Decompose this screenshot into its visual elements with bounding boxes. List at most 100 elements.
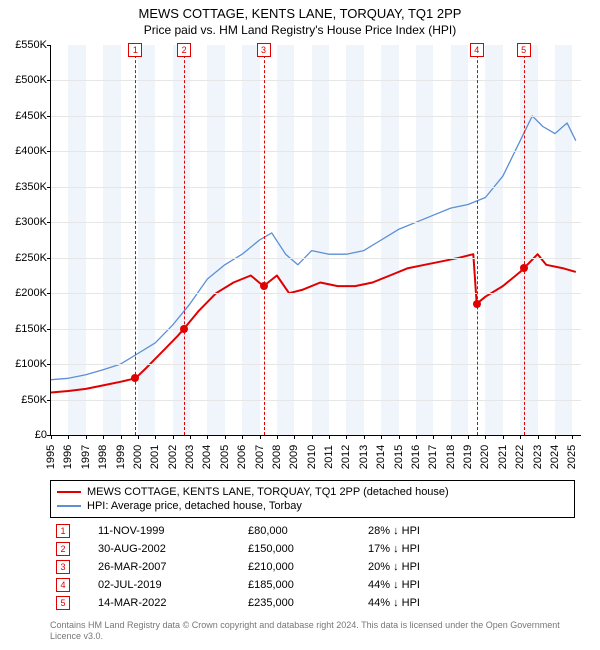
y-axis-label: £0 — [3, 429, 47, 441]
table-date: 26-MAR-2007 — [98, 561, 248, 573]
table-date: 11-NOV-1999 — [98, 525, 248, 537]
x-tick — [468, 435, 469, 439]
x-tick — [260, 435, 261, 439]
x-axis-label: 2006 — [236, 445, 248, 469]
h-gridline — [51, 400, 581, 401]
y-tick — [47, 329, 51, 330]
x-axis-label: 2013 — [358, 445, 370, 469]
x-tick — [485, 435, 486, 439]
event-dot — [180, 325, 188, 333]
event-marker-line — [184, 45, 185, 435]
h-gridline — [51, 116, 581, 117]
chart-lines-svg — [51, 45, 581, 435]
legend-label: HPI: Average price, detached house, Torb… — [87, 500, 302, 512]
x-tick — [381, 435, 382, 439]
y-tick — [47, 293, 51, 294]
x-tick — [103, 435, 104, 439]
x-axis-label: 2016 — [410, 445, 422, 469]
x-tick — [86, 435, 87, 439]
x-axis-label: 2024 — [549, 445, 561, 469]
y-axis-label: £400K — [3, 145, 47, 157]
y-axis-label: £200K — [3, 287, 47, 299]
y-axis-label: £100K — [3, 358, 47, 370]
y-tick — [47, 187, 51, 188]
x-tick — [242, 435, 243, 439]
x-tick — [138, 435, 139, 439]
event-marker-number: 3 — [257, 43, 271, 57]
x-axis-label: 2025 — [566, 445, 578, 469]
x-tick — [416, 435, 417, 439]
x-tick — [51, 435, 52, 439]
x-axis-label: 2004 — [201, 445, 213, 469]
x-tick — [346, 435, 347, 439]
event-marker-line — [264, 45, 265, 435]
x-tick — [451, 435, 452, 439]
x-axis-label: 2017 — [427, 445, 439, 469]
x-tick — [277, 435, 278, 439]
x-axis-label: 1997 — [80, 445, 92, 469]
table-row: 514-MAR-2022£235,00044% ↓ HPI — [50, 594, 575, 612]
table-price: £185,000 — [248, 579, 368, 591]
h-gridline — [51, 293, 581, 294]
y-axis-label: £250K — [3, 252, 47, 264]
x-tick — [121, 435, 122, 439]
table-price: £210,000 — [248, 561, 368, 573]
h-gridline — [51, 187, 581, 188]
x-tick — [68, 435, 69, 439]
event-marker-number: 4 — [470, 43, 484, 57]
h-gridline — [51, 329, 581, 330]
x-tick — [538, 435, 539, 439]
x-axis-label: 2021 — [497, 445, 509, 469]
y-tick — [47, 364, 51, 365]
table-date: 14-MAR-2022 — [98, 597, 248, 609]
figure-container: MEWS COTTAGE, KENTS LANE, TORQUAY, TQ1 2… — [0, 0, 600, 650]
y-axis-label: £50K — [3, 394, 47, 406]
chart-subtitle: Price paid vs. HM Land Registry's House … — [0, 21, 600, 37]
y-tick — [47, 151, 51, 152]
x-tick — [503, 435, 504, 439]
y-axis-label: £300K — [3, 216, 47, 228]
x-axis-label: 2009 — [288, 445, 300, 469]
table-index-box: 3 — [56, 560, 70, 574]
legend-label: MEWS COTTAGE, KENTS LANE, TORQUAY, TQ1 2… — [87, 486, 449, 498]
x-axis-label: 2023 — [532, 445, 544, 469]
events-table: 111-NOV-1999£80,00028% ↓ HPI230-AUG-2002… — [50, 522, 575, 612]
x-tick — [207, 435, 208, 439]
x-axis-label: 2002 — [167, 445, 179, 469]
table-index-box: 1 — [56, 524, 70, 538]
event-marker-line — [477, 45, 478, 435]
table-delta: 17% ↓ HPI — [368, 543, 468, 555]
table-row: 402-JUL-2019£185,00044% ↓ HPI — [50, 576, 575, 594]
x-tick — [190, 435, 191, 439]
event-marker-number: 5 — [517, 43, 531, 57]
event-marker-line — [524, 45, 525, 435]
chart-plot-area: 1995199619971998199920002001200220032004… — [50, 45, 581, 436]
y-axis-label: £500K — [3, 74, 47, 86]
x-tick — [433, 435, 434, 439]
x-tick — [225, 435, 226, 439]
h-gridline — [51, 258, 581, 259]
event-dot — [520, 264, 528, 272]
x-tick — [312, 435, 313, 439]
y-tick — [47, 222, 51, 223]
table-row: 230-AUG-2002£150,00017% ↓ HPI — [50, 540, 575, 558]
h-gridline — [51, 151, 581, 152]
x-axis-label: 1999 — [115, 445, 127, 469]
x-axis-label: 1996 — [62, 445, 74, 469]
x-tick — [329, 435, 330, 439]
table-index-box: 2 — [56, 542, 70, 556]
x-tick — [294, 435, 295, 439]
x-tick — [155, 435, 156, 439]
table-price: £150,000 — [248, 543, 368, 555]
h-gridline — [51, 222, 581, 223]
x-axis-label: 2000 — [132, 445, 144, 469]
h-gridline — [51, 364, 581, 365]
x-tick — [520, 435, 521, 439]
event-marker-number: 1 — [128, 43, 142, 57]
x-axis-label: 2010 — [306, 445, 318, 469]
legend-box: MEWS COTTAGE, KENTS LANE, TORQUAY, TQ1 2… — [50, 480, 575, 518]
y-tick — [47, 45, 51, 46]
h-gridline — [51, 80, 581, 81]
series-line-property — [51, 254, 576, 392]
x-tick — [399, 435, 400, 439]
